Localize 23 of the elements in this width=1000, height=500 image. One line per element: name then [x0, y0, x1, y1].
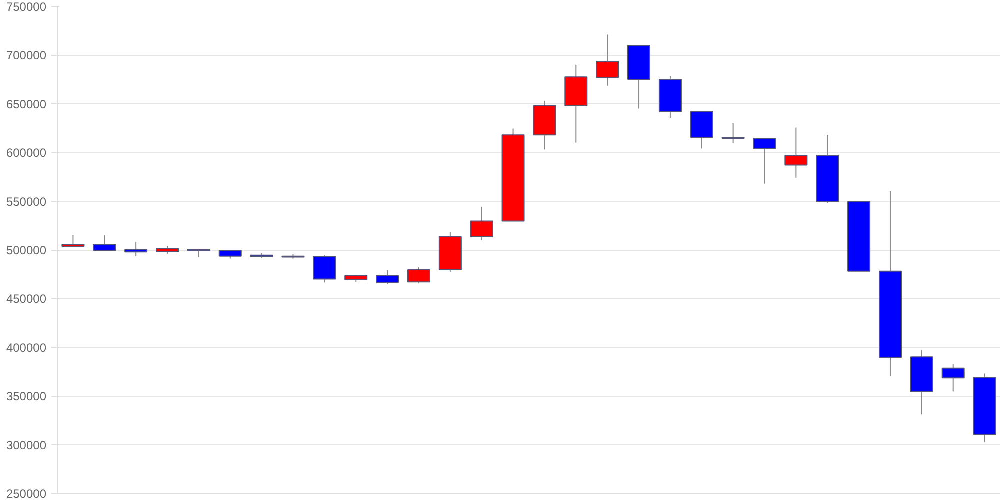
candlestick — [596, 34, 620, 86]
y-tick-label: 300000 — [6, 438, 47, 452]
y-tick-label: 750000 — [6, 0, 47, 14]
y-tick-label: 600000 — [6, 146, 47, 160]
candlestick — [753, 138, 776, 184]
candlestick — [407, 267, 430, 284]
candlestick — [376, 270, 400, 285]
candlestick — [784, 127, 808, 178]
candlestick — [942, 363, 965, 392]
y-tick-label: 500000 — [6, 244, 47, 258]
y-tick-label: 700000 — [6, 48, 47, 63]
candlestick — [124, 242, 148, 257]
y-tick-label: 400000 — [6, 340, 47, 355]
y-tick-label: 550000 — [6, 194, 47, 209]
candlestick — [93, 234, 116, 251]
y-tick-label: 250000 — [6, 487, 47, 500]
candlestick — [62, 234, 85, 248]
y-tick-label: 450000 — [6, 292, 47, 306]
candlestick — [470, 206, 494, 241]
candlestick — [313, 254, 336, 284]
candlestick — [722, 122, 745, 144]
y-tick-label: 350000 — [6, 390, 47, 404]
y-tick-label: 650000 — [6, 97, 47, 112]
